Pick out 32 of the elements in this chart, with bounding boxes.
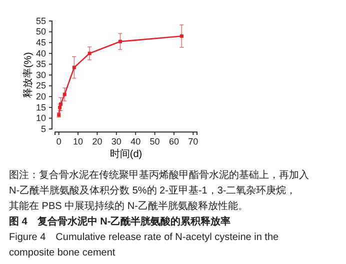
x-tick-label: 10: [73, 136, 84, 146]
x-tick-label: 70: [188, 136, 198, 146]
x-tick-label: 0: [56, 136, 62, 146]
text: 其能在 PBS 中展现持续的 N-乙酰半胱氨酸释放性能。: [9, 200, 248, 212]
x-tick-label: 20: [92, 136, 102, 146]
caption: Figure 4 Cumulative release rate of N-acetyl cysteine in the: [9, 232, 280, 243]
point: [88, 52, 92, 56]
y-tick-label: 45: [36, 37, 46, 48]
y-tick-label: 10: [36, 113, 46, 124]
y-tick-label: 40: [36, 48, 46, 58]
text: N-乙酰半胱氨酸及体积分数 5%的 2-亚甲基-1，3-二氧杂环庚烷，: [9, 184, 296, 196]
y-tick-label: 25: [36, 80, 46, 91]
point: [72, 66, 76, 70]
x-tick-label: 50: [150, 136, 160, 146]
y-axis-title: 释放率(%): [22, 52, 34, 98]
y-tick-label: 15: [36, 102, 46, 112]
point: [180, 34, 184, 38]
x-axis-title: 时间(d): [110, 148, 142, 160]
y-tick-label: 35: [36, 59, 46, 70]
x-tick-label: 40: [130, 136, 141, 146]
y-tick-label: 30: [36, 70, 46, 80]
x-tick-label: 30: [111, 136, 122, 146]
y-tick-label: 55: [36, 16, 46, 26]
x-tick-label: 60: [168, 136, 179, 146]
text: 图注：复合骨水泥在传统聚甲基丙烯酸甲酯骨水泥的基础上，再加入: [9, 169, 309, 181]
text: composite bone cement: [9, 248, 116, 258]
point: [118, 40, 122, 44]
y-tick-label: 20: [36, 91, 46, 102]
y-tick-label: 5: [40, 124, 46, 134]
y-tick-label: 50: [36, 26, 46, 37]
point: [62, 92, 66, 96]
caption: 图 4 复合骨水泥中 N-乙酰半胱氨酸的累积释放率: [9, 216, 231, 228]
